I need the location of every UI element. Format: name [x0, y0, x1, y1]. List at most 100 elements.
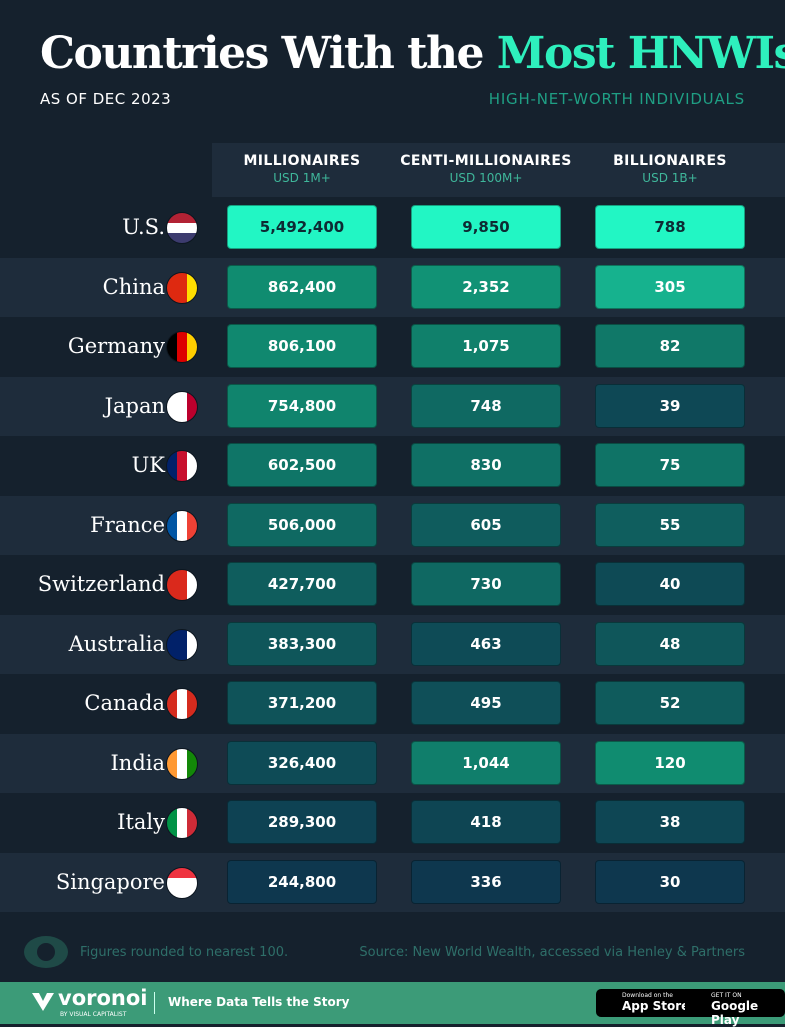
flag-icon	[166, 331, 198, 363]
value-cell: 1,044	[411, 740, 561, 785]
value-cell: 830	[411, 443, 561, 487]
value-cell: 39	[595, 383, 745, 428]
value-cell: 38	[595, 800, 745, 844]
value-cell: 506,000	[227, 502, 377, 547]
table-row: Switzerland 427,700 730 40	[0, 555, 785, 615]
table-row: France 506,000 605 55	[0, 495, 785, 555]
value-cell: 862,400	[227, 264, 377, 309]
value-cell: 1,075	[411, 324, 561, 368]
flag-icon	[166, 866, 198, 899]
column-title: CENTI-MILLIONAIRES	[400, 153, 572, 169]
table-row: U.S. 5,492,400 9,850 788	[0, 198, 785, 258]
flag-icon	[166, 569, 198, 601]
country-name: UK	[131, 453, 165, 477]
value-cell: 326,400	[227, 740, 377, 785]
country-name: France	[90, 512, 165, 537]
flag-icon	[166, 628, 198, 661]
country-name: U.S.	[122, 215, 165, 239]
table-row: China 862,400 2,352 305	[0, 257, 785, 317]
title-highlight: Most HNWIs	[496, 28, 785, 79]
value-cell: 40	[595, 562, 745, 606]
column-header: BILLIONAIRES USD 1B+	[578, 153, 762, 185]
flag-icon	[166, 509, 198, 542]
flag-icon	[166, 390, 198, 423]
country-name: Japan	[104, 393, 165, 418]
table-row: Canada 371,200 495 52	[0, 674, 785, 734]
title: Countries With the Most HNWIs	[40, 28, 785, 79]
tagline: Where Data Tells the Story	[168, 995, 350, 1009]
value-cell: 120	[595, 740, 745, 785]
value-cell: 244,800	[227, 859, 377, 904]
value-cell: 748	[411, 383, 561, 428]
country-name: Australia	[68, 631, 165, 656]
value-cell: 605	[411, 502, 561, 547]
value-cell: 5,492,400	[227, 205, 377, 249]
value-cell: 495	[411, 681, 561, 725]
column-unit: USD 1M+	[273, 171, 331, 185]
table-row: Australia 383,300 463 48	[0, 614, 785, 674]
value-cell: 30	[595, 859, 745, 904]
divider	[154, 992, 155, 1014]
column-header: CENTI-MILLIONAIRES USD 100M+	[394, 153, 578, 185]
source: Source: New World Wealth, accessed via H…	[359, 945, 745, 960]
country-name: Canada	[84, 691, 165, 715]
table-row: Italy 289,300 418 38	[0, 793, 785, 853]
table-row: UK 602,500 830 75	[0, 436, 785, 496]
column-title: MILLIONAIRES	[243, 153, 361, 169]
value-cell: 305	[595, 264, 745, 309]
store-small: GET IT ON	[711, 992, 742, 999]
brand: voronoi	[58, 986, 148, 1010]
flag-icon	[166, 271, 198, 304]
flag-icon	[166, 807, 198, 839]
logo-mark	[32, 993, 54, 1011]
value-cell: 383,300	[227, 621, 377, 666]
store-small: Download on the	[622, 992, 673, 999]
header-band	[212, 143, 785, 197]
value-cell: 75	[595, 443, 745, 487]
column-unit: USD 1B+	[642, 171, 698, 185]
column-title: BILLIONAIRES	[613, 153, 727, 169]
value-cell: 55	[595, 502, 745, 547]
app-store-button[interactable]: Download on the App Store	[596, 989, 698, 1017]
table-header: MILLIONAIRES USD 1M+ CENTI-MILLIONAIRES USD…	[0, 143, 785, 197]
value-cell: 289,300	[227, 800, 377, 844]
value-cell: 754,800	[227, 383, 377, 428]
store-name: Google Play	[711, 999, 759, 1027]
footer-bar: voronoi BY VISUAL CAPITALIST Where Data …	[0, 982, 785, 1027]
table-row: Germany 806,100 1,075 82	[0, 317, 785, 377]
table-row: India 326,400 1,044 120	[0, 733, 785, 793]
flag-icon	[166, 688, 198, 720]
store-name: App Store	[622, 999, 690, 1013]
icon	[24, 936, 68, 968]
value-cell: 730	[411, 562, 561, 606]
value-cell: 9,850	[411, 205, 561, 249]
column-header: MILLIONAIRES USD 1M+	[210, 153, 394, 185]
title-text: Countries With the	[40, 28, 484, 79]
value-cell: 602,500	[227, 443, 377, 487]
value-cell: 82	[595, 324, 745, 368]
footnote: Figures rounded to nearest 100.	[80, 945, 289, 960]
value-cell: 52	[595, 681, 745, 725]
country-name: Italy	[117, 810, 165, 834]
value-cell: 463	[411, 621, 561, 666]
brand-sub: BY VISUAL CAPITALIST	[60, 1011, 127, 1018]
country-name: Switzerland	[37, 572, 165, 596]
value-cell: 806,100	[227, 324, 377, 368]
subtitle: HIGH-NET-WORTH INDIVIDUALS	[488, 90, 745, 108]
flag-icon	[166, 747, 198, 780]
flag-icon	[166, 450, 198, 482]
value-cell: 788	[595, 205, 745, 249]
column-unit: USD 100M+	[449, 171, 523, 185]
table-row: Singapore 244,800 336 30	[0, 852, 785, 912]
value-cell: 48	[595, 621, 745, 666]
table-row: Japan 754,800 748 39	[0, 376, 785, 436]
country-name: Singapore	[55, 869, 165, 894]
google-play-button[interactable]: GET IT ON Google Play	[685, 989, 785, 1027]
country-name: Germany	[67, 334, 165, 358]
date: AS OF DEC 2023	[40, 90, 172, 108]
value-cell: 371,200	[227, 681, 377, 725]
value-cell: 336	[411, 859, 561, 904]
value-cell: 418	[411, 800, 561, 844]
country-name: India	[110, 750, 166, 775]
